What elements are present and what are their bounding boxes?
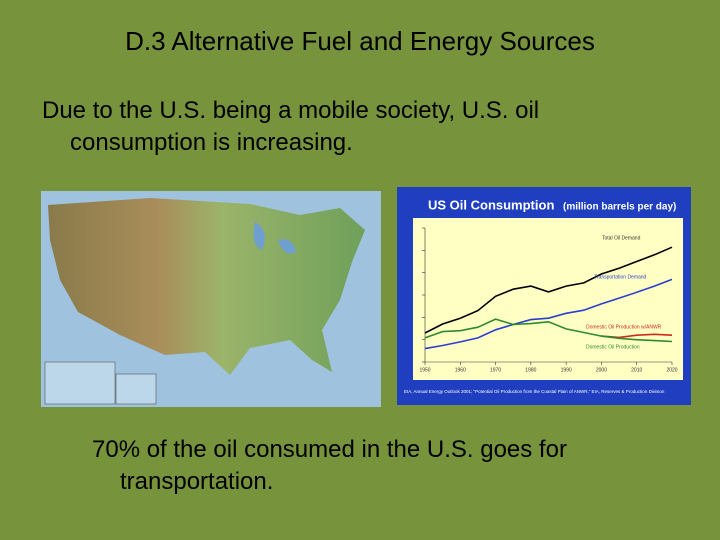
chart-subtitle: (million barrels per day): [563, 202, 676, 213]
map-inset: [115, 373, 157, 405]
y-tick-label: 5: [417, 337, 420, 343]
chart-title: US Oil Consumption: [428, 197, 554, 212]
x-tick-label: 1970: [490, 367, 501, 373]
y-tick-label: 25: [414, 248, 420, 254]
x-tick-label: 1980: [525, 367, 536, 373]
x-tick-label: 2000: [596, 367, 607, 373]
chart-source: EIA, Annual Energy Outlook 2001; "Potent…: [404, 389, 665, 394]
x-tick-label: 1950: [419, 367, 430, 373]
slide-title: D.3 Alternative Fuel and Energy Sources: [125, 26, 595, 56]
map-lakes: [253, 222, 296, 254]
x-tick-label: 1990: [561, 367, 572, 373]
y-tick-label: 15: [414, 292, 420, 298]
series-label: Total Oil Demand: [602, 235, 641, 241]
x-tick-label: 2020: [666, 367, 677, 373]
caption-text: 70% of the oil consumed in the U.S. goes…: [92, 436, 567, 495]
y-tick-label: 20: [414, 270, 420, 276]
oil-chart: US Oil Consumption (million barrels per …: [397, 187, 691, 405]
series-label: Transportation Demand: [594, 274, 647, 280]
series-label: Domestic Oil Production w/ANWR: [586, 324, 662, 330]
y-tick-label: 10: [414, 315, 420, 321]
us-map: [41, 191, 381, 407]
body-text: Due to the U.S. being a mobile society, …: [42, 97, 540, 156]
map-inset: [44, 361, 116, 405]
x-tick-label: 1960: [455, 367, 466, 373]
data-line: [424, 318, 673, 343]
y-tick-label: 30: [414, 225, 420, 231]
y-tick-label: 0: [417, 359, 420, 365]
series-label: Domestic Oil Production: [586, 344, 640, 350]
data-line: [424, 278, 673, 350]
plot-background: [413, 218, 683, 380]
x-tick-label: 2010: [631, 367, 642, 373]
data-line: [424, 246, 673, 334]
